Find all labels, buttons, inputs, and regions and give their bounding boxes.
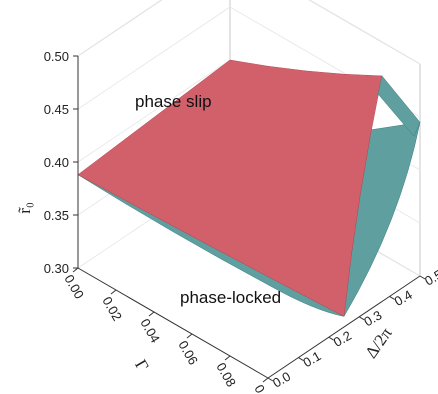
gamma-tick-mark	[72, 267, 79, 273]
surface-top	[77, 59, 383, 317]
frame-edge	[308, 0, 421, 65]
grid-line	[308, 0, 421, 65]
z-tick-label: 0.45	[44, 102, 69, 117]
delta-tick-label: 0.0	[270, 369, 293, 391]
delta-tick-mark	[328, 336, 335, 341]
z-tick-label: 0.50	[44, 49, 69, 64]
delta-axis-line	[267, 275, 421, 379]
gamma-ticks: 0.000.020.040.060.080.10	[61, 267, 277, 394]
grid-line	[77, 59, 231, 163]
gamma-tick-label: 0.02	[99, 294, 125, 323]
frame-edge	[77, 0, 163, 57]
z-tick-label: 0.35	[44, 208, 69, 223]
gamma-tick-mark	[148, 311, 155, 317]
gamma-tick-label: 0.06	[175, 338, 201, 367]
grid-line	[77, 6, 231, 110]
delta-tick-label: 0.2	[331, 328, 354, 350]
phase-slip-label: phase slip	[135, 92, 212, 111]
gamma-tick-label: 0.08	[213, 360, 239, 389]
delta-tick-label: 0.4	[392, 287, 415, 309]
delta-tick-mark	[298, 357, 304, 362]
gamma-axis-line	[77, 267, 269, 379]
delta-tick-mark	[358, 316, 365, 321]
gamma-tick-label: 0.00	[61, 272, 87, 301]
surface-plot	[77, 59, 421, 317]
gamma-tick-mark	[262, 377, 269, 383]
z-ticks: 0.50 0.45 0.40 0.35 0.30	[44, 49, 78, 276]
delta-tick-mark	[419, 275, 426, 280]
surface-edge-flap	[377, 75, 421, 137]
delta-tick-mark	[389, 295, 395, 300]
gamma-tick-mark	[186, 333, 193, 339]
grid-line	[77, 0, 163, 57]
gamma-tick-mark	[110, 289, 117, 295]
phase-locked-label: phase-locked	[180, 288, 281, 307]
delta-tick-label: 0.1	[300, 348, 323, 370]
gamma-tick-mark	[224, 355, 231, 361]
gamma-tick-label: 0.04	[137, 316, 163, 345]
delta-tick-mark	[267, 377, 274, 382]
gamma-axis-label: Γ	[131, 356, 152, 374]
z-tick-label: 0.40	[44, 155, 69, 170]
delta-tick-label: 0.5	[422, 267, 438, 289]
z-tick-label: 0.30	[44, 261, 69, 276]
z-axis-label: r̃₀	[15, 202, 34, 214]
delta-axis-label: Δ/2π	[361, 324, 396, 362]
